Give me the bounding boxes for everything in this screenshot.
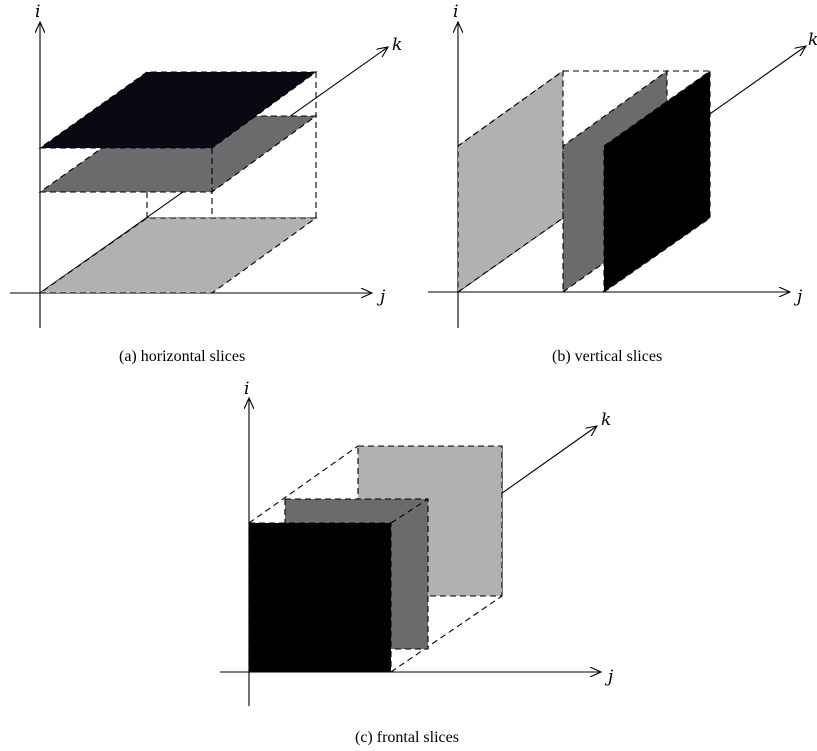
vertical-slice-left [458,71,563,292]
horizontal-slice-bottom [40,218,316,293]
caption-c: (c) frontal slices [355,729,459,746]
j-axis-label-c: j [604,667,614,687]
caption-a: (a) horizontal slices [119,348,245,365]
vertical-slice-right [604,71,710,292]
panel-horizontal-slices: i j k [10,2,402,328]
k-axis-label-c: k [601,410,611,430]
i-axis-label-a: i [35,2,40,22]
k-axis-label-a: k [392,35,402,55]
j-axis-label-b: j [793,287,803,307]
k-axis-label-b: k [808,30,817,50]
caption-b: (b) vertical slices [552,348,662,365]
i-axis-label-c: i [244,379,249,399]
horizontal-slice-middle [40,116,316,192]
j-axis-label-a: j [376,287,386,307]
frontal-slice-front [249,523,391,672]
i-axis-label-b: i [453,2,458,22]
horizontal-slice-top [40,72,316,148]
panel-frontal-slices: i j k [220,379,614,706]
panel-vertical-slices: i j k [428,2,817,328]
